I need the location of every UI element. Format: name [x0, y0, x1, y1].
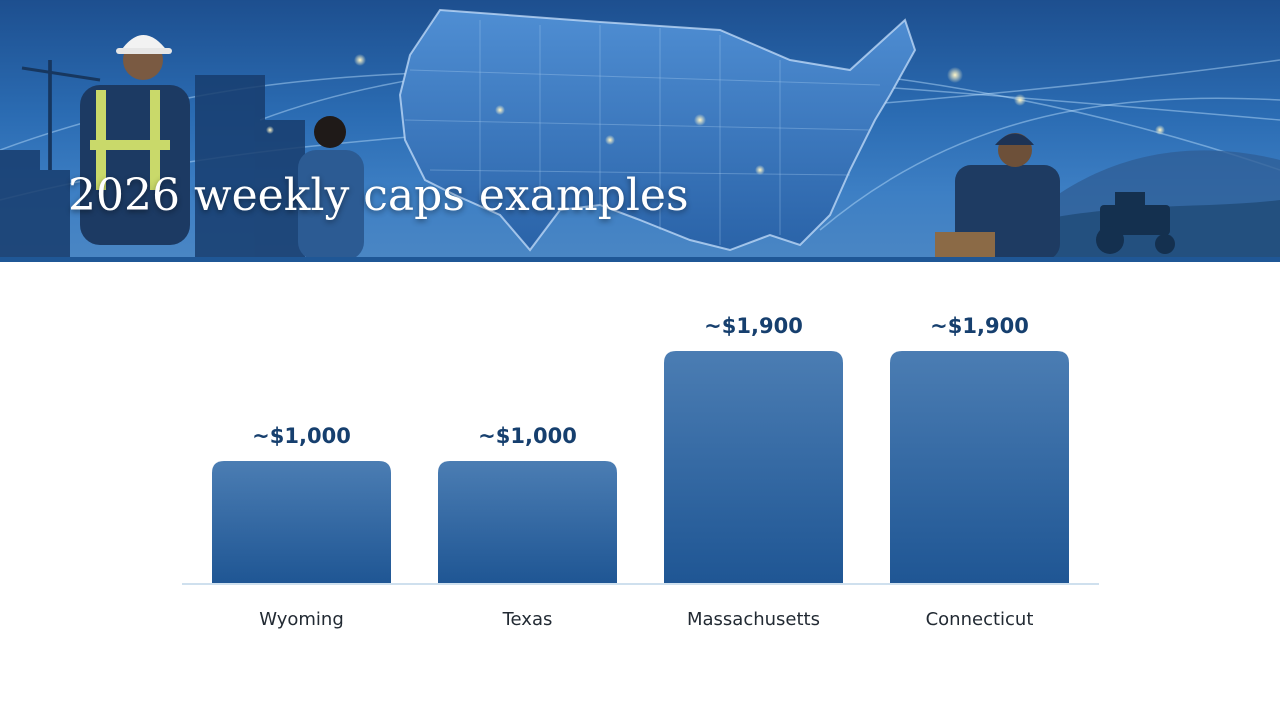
value-label-wyoming: ~$1,000: [252, 424, 351, 448]
warehouse-worker-icon: [935, 133, 1060, 257]
crane-icon: [21, 60, 101, 170]
value-label-connecticut: ~$1,900: [930, 314, 1029, 338]
value-label-texas: ~$1,000: [478, 424, 577, 448]
bar-chart: ~$1,000 Wyoming ~$1,000 Texas ~$1,900 Massach…: [182, 314, 1099, 630]
category-label-texas: Texas: [502, 609, 553, 630]
page-title: 2026 weekly caps examples: [68, 170, 689, 221]
us-map-icon: [398, 8, 917, 252]
header-banner: 2026 weekly caps examples: [0, 0, 1280, 262]
bar-texas: [438, 461, 617, 583]
worker-woman-icon: [298, 116, 364, 257]
category-label-connecticut: Connecticut: [926, 609, 1034, 630]
city-skyline-icon: [0, 60, 305, 257]
network-nodes: [266, 54, 1165, 175]
category-label-massachusetts: Massachusetts: [687, 609, 820, 630]
value-label-massachusetts: ~$1,900: [704, 314, 803, 338]
bar-massachusetts: [664, 351, 843, 583]
bar-wyoming: [212, 461, 391, 583]
bars-layer: [212, 351, 1069, 583]
labels-layer: ~$1,000 Wyoming ~$1,000 Texas ~$1,900 Massach…: [252, 314, 1033, 630]
hard-hat-worker-icon: [80, 35, 190, 245]
bar-connecticut: [890, 351, 1069, 583]
banner-illustration: [0, 8, 1280, 257]
tractor-icon: [1096, 192, 1175, 254]
category-label-wyoming: Wyoming: [259, 609, 344, 630]
